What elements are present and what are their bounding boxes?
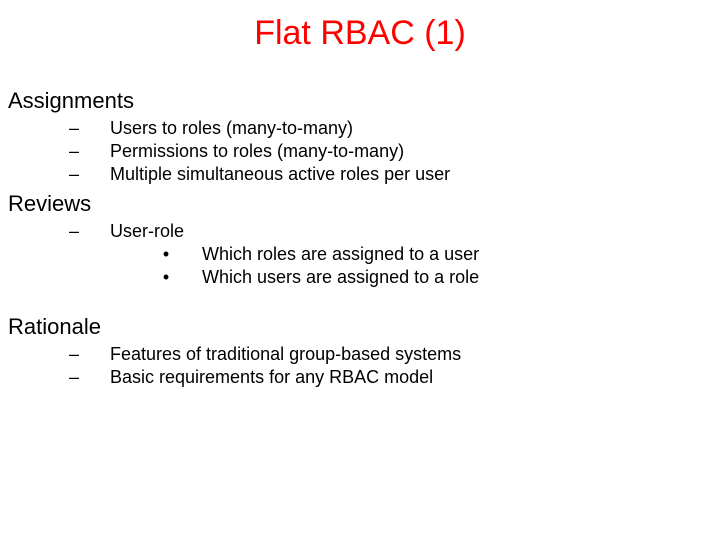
sub-list-item-text: Which roles are assigned to a user: [202, 244, 479, 265]
dash-bullet-icon: –: [66, 141, 82, 162]
slide-title: Flat RBAC (1): [0, 14, 720, 53]
section-heading: Reviews: [8, 191, 700, 217]
list-item: – Features of traditional group-based sy…: [8, 344, 700, 365]
slide: Flat RBAC (1) Assignments – Users to rol…: [0, 0, 720, 540]
list-item-text: Permissions to roles (many-to-many): [110, 141, 404, 162]
list-item-text: Multiple simultaneous active roles per u…: [110, 164, 450, 185]
section-heading: Rationale: [8, 314, 700, 340]
dot-bullet-icon: •: [158, 244, 174, 265]
spacer: [8, 290, 700, 308]
slide-body: Assignments – Users to roles (many-to-ma…: [8, 82, 700, 390]
dash-bullet-icon: –: [66, 344, 82, 365]
sub-list-item-text: Which users are assigned to a role: [202, 267, 479, 288]
list-item: – Permissions to roles (many-to-many): [8, 141, 700, 162]
dash-bullet-icon: –: [66, 367, 82, 388]
dash-bullet-icon: –: [66, 164, 82, 185]
sub-list-item: • Which roles are assigned to a user: [8, 244, 700, 265]
list-item-text: Basic requirements for any RBAC model: [110, 367, 433, 388]
list-item: – Users to roles (many-to-many): [8, 118, 700, 139]
list-item-text: Users to roles (many-to-many): [110, 118, 353, 139]
list-item: – Multiple simultaneous active roles per…: [8, 164, 700, 185]
list-item: – User-role: [8, 221, 700, 242]
list-item-text: User-role: [110, 221, 184, 242]
dash-bullet-icon: –: [66, 118, 82, 139]
sub-list-item: • Which users are assigned to a role: [8, 267, 700, 288]
list-item: – Basic requirements for any RBAC model: [8, 367, 700, 388]
section-heading: Assignments: [8, 88, 700, 114]
dot-bullet-icon: •: [158, 267, 174, 288]
list-item-text: Features of traditional group-based syst…: [110, 344, 461, 365]
dash-bullet-icon: –: [66, 221, 82, 242]
